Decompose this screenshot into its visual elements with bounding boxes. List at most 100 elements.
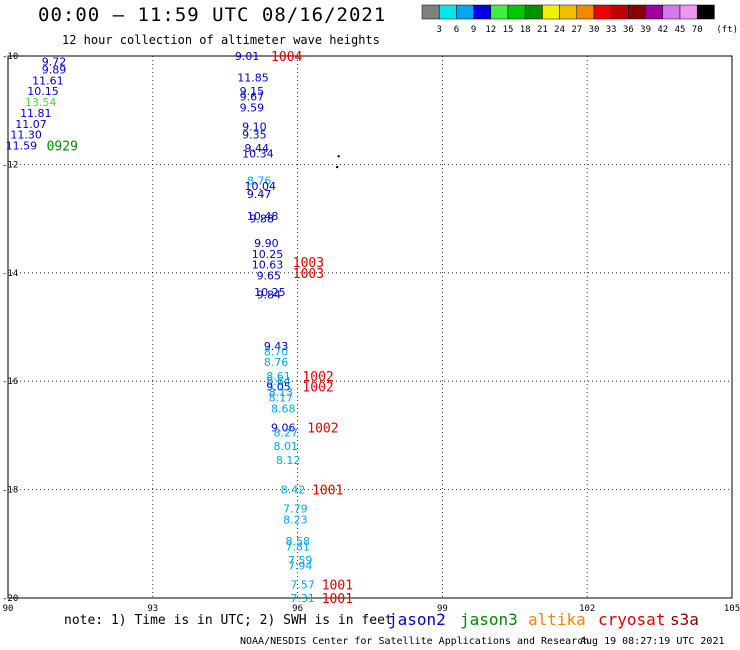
footer-timestamp: Aug 19 08:27:19 UTC 2021 — [580, 636, 725, 647]
wave-height-value: 10.34 — [242, 148, 273, 161]
colorbar-label: 70 — [692, 25, 703, 35]
wave-height-value: 9.59 — [240, 101, 265, 114]
island-marker — [337, 155, 340, 158]
map-plot: 90 93 96 99 102 105 -10 -12 -14 -16 -18 -20 9.729.89… — [2, 50, 740, 614]
colorbar-label: 39 — [640, 25, 651, 35]
legend-jason3: jason3 — [460, 610, 518, 629]
colorbar-label: 24 — [554, 25, 565, 35]
wave-height-value: 9.35 — [242, 129, 266, 142]
colorbar-label: 36 — [623, 25, 634, 35]
colorbar-label: 21 — [537, 25, 548, 35]
wave-height-value: 8.13 — [269, 386, 294, 399]
wave-height-value: 10.48 — [247, 210, 278, 223]
colorbar: 3 6 9 12 15 18 21 24 27 30 33 36 39 42 45 70 (ft) — [421, 4, 738, 35]
colorbar-label: 33 — [606, 25, 617, 35]
wave-height-value: 7.57 — [290, 578, 315, 591]
pass-time-label: 1002 — [302, 381, 333, 396]
wave-height-value: 9.90 — [254, 237, 279, 250]
legend-s3a: s3a — [670, 610, 699, 629]
wave-height-value: 10.04 — [245, 180, 276, 193]
colorbar-label: 9 — [471, 25, 476, 35]
note-text: note: 1) Time is in UTC; 2) SWH is in fe… — [64, 613, 393, 628]
y-tick-label: -10 — [2, 52, 18, 62]
wave-height-value: 9.10 — [242, 120, 266, 133]
map-subtitle: 12 hour collection of altimeter wave hei… — [62, 33, 380, 47]
wave-height-value: 11.61 — [32, 74, 64, 87]
colorbar-label: 12 — [485, 25, 496, 35]
wave-height-value: 9.05 — [266, 381, 291, 394]
wave-height-value: 7.59 — [288, 554, 313, 567]
legend-jason2: jason2 — [388, 610, 446, 629]
wave-height-value: 11.85 — [237, 72, 269, 85]
pass-time-label: 1004 — [271, 50, 302, 65]
y-tick-label: -12 — [2, 160, 18, 170]
wave-height-value: 13.54 — [25, 96, 57, 109]
pass-time-label: 1001 — [322, 592, 353, 607]
wave-height-value: 9.84 — [257, 288, 282, 301]
wave-height-value: 11.30 — [10, 129, 42, 142]
wave-height-value: 8.42 — [281, 484, 306, 497]
wave-height-value: 9.15 — [240, 85, 265, 98]
wave-height-value: 8.01 — [273, 440, 298, 453]
colorbar-label: 42 — [657, 25, 668, 35]
y-tick-label: -16 — [2, 377, 18, 387]
pass-time-label: 1003 — [293, 267, 324, 282]
map-title: 00:00 – 11:59 UTC 08/16/2021 — [38, 4, 387, 26]
wave-height-value: 7.31 — [290, 592, 315, 605]
y-tick-label: -20 — [2, 594, 18, 604]
island-marker — [335, 165, 339, 169]
wave-height-value: 8.68 — [271, 402, 296, 415]
colorbar-label: 15 — [503, 25, 514, 35]
wave-height-value: 9.44 — [245, 142, 269, 155]
wave-height-value: 9.67 — [240, 91, 265, 104]
wave-height-value: 9.89 — [42, 64, 67, 77]
colorbar-swatch — [696, 4, 715, 20]
wave-height-value: 8.58 — [286, 535, 311, 548]
wave-height-value: 8.70 — [264, 345, 289, 358]
colorbar-label: 45 — [675, 25, 686, 35]
wave-height-value: 10.15 — [27, 85, 59, 98]
pass-time-label: 1002 — [302, 370, 333, 385]
x-tick-label: 93 — [147, 604, 158, 614]
wave-height-value: 8.61 — [266, 370, 291, 383]
wave-height-value: 8.12 — [276, 454, 301, 467]
pass-time-label: 1002 — [307, 421, 338, 436]
colorbar-unit: (ft) — [716, 25, 738, 35]
wave-height-value: 10.63 — [252, 259, 284, 272]
wave-height-value: 10.25 — [252, 248, 284, 261]
pass-time-label: 1001 — [312, 484, 343, 499]
wave-height-value: 10.25 — [254, 286, 286, 299]
wave-height-value: 11.81 — [20, 107, 52, 120]
x-tick-label: 90 — [3, 604, 14, 614]
colorbar-label: 30 — [589, 25, 600, 35]
legend-altika: altika — [528, 610, 586, 629]
footer-credit: NOAA/NESDIS Center for Satellite Applica… — [240, 636, 590, 647]
wave-height-value: 9.43 — [264, 340, 289, 353]
map-frame — [7, 55, 733, 599]
wave-height-value: 8.64 — [266, 375, 291, 388]
wave-height-value: 8.27 — [273, 427, 298, 440]
x-tick-label: 102 — [579, 604, 595, 614]
legend-cryosat: cryosat — [598, 610, 666, 629]
wave-height-value: 9.65 — [257, 270, 282, 283]
y-tick-label: -18 — [2, 486, 18, 496]
wave-height-value: 8.76 — [247, 175, 271, 188]
wave-height-value: 8.76 — [264, 356, 289, 369]
colorbar-label: 3 — [436, 25, 441, 35]
wave-height-value: 9.06 — [271, 421, 296, 434]
wave-height-value: 11.59 — [6, 139, 38, 152]
wave-height-value: 9.72 — [42, 55, 67, 68]
colorbar-label: 18 — [520, 25, 531, 35]
wave-height-value: 9.88 — [249, 213, 273, 226]
colorbar-label: 6 — [454, 25, 459, 35]
pass-time-label: 1003 — [293, 256, 324, 271]
wave-height-value: 7.94 — [288, 559, 313, 572]
x-tick-label: 96 — [292, 604, 303, 614]
colorbar-label: 27 — [571, 25, 582, 35]
pass-time-label: 1001 — [322, 578, 353, 593]
y-tick-label: -14 — [2, 269, 18, 279]
wave-height-value: 9.47 — [247, 188, 271, 201]
wave-height-value: 8.17 — [269, 391, 294, 404]
x-tick-label: 99 — [437, 604, 448, 614]
x-tick-label: 105 — [724, 604, 740, 614]
